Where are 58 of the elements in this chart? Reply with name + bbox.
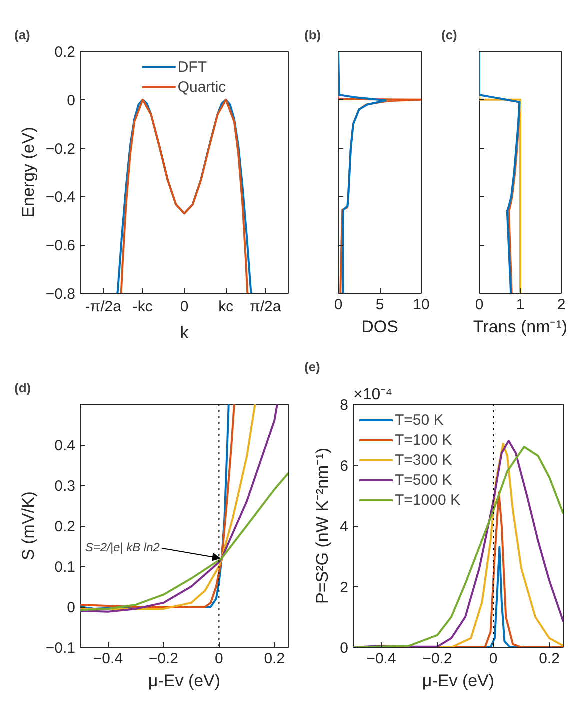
chart-title: (e) xyxy=(304,360,320,374)
x-axis-title: μ-Ev (eV) xyxy=(422,672,495,690)
chart-title: (b) xyxy=(304,28,322,42)
x-axis-title: μ-Ev (eV) xyxy=(148,672,221,690)
y-tick-label: 0.3 xyxy=(54,478,76,495)
x-tick-label: −0.4 xyxy=(366,650,396,668)
x-tick-label: −0.2 xyxy=(148,650,179,668)
y-tick-label: 0.2 xyxy=(54,518,76,536)
x-tick-label: 10 xyxy=(413,296,430,314)
y-tick-label: −0.1 xyxy=(46,640,76,657)
chart-title: (a) xyxy=(14,28,30,42)
chart-title: (d) xyxy=(14,380,32,396)
y-tick-label: 0 xyxy=(67,92,76,110)
x-axis-title: k xyxy=(180,324,190,342)
x-tick-label: 0.2 xyxy=(539,650,560,668)
y-axis-title: Energy (eV) xyxy=(18,127,38,218)
line-series xyxy=(80,472,288,612)
x-tick-label: 0 xyxy=(180,298,189,316)
y-tick-label: 4 xyxy=(340,518,348,536)
x-tick-label: 0 xyxy=(475,296,484,314)
legend-label: T=50 K xyxy=(395,412,444,428)
x-tick-label: −0.2 xyxy=(422,650,452,668)
annotation: S=2/|e| kB ln2 xyxy=(85,540,160,554)
y-tick-label: 0.4 xyxy=(54,438,76,454)
y-tick-label: −0.2 xyxy=(46,140,76,158)
y-axis-title: P=S²G (nW K⁻²nm⁻¹) xyxy=(313,448,332,604)
y-tick-label: 8 xyxy=(340,397,348,414)
legend-label: T=500 K xyxy=(395,472,452,488)
y-tick-label: 0.1 xyxy=(54,559,76,576)
y-tick-label: −0.6 xyxy=(46,238,76,255)
y-axis-title: S (mV/K) xyxy=(18,492,38,560)
legend-label: T=1000 K xyxy=(395,492,460,508)
x-tick-label: 0 xyxy=(489,650,498,668)
legend-label: Quartic xyxy=(178,78,226,96)
y-tick-label: 0.2 xyxy=(54,44,76,61)
text: ×10⁻⁴ xyxy=(354,386,393,404)
legend-label: T=100 K xyxy=(395,432,452,448)
x-axis-title: DOS xyxy=(362,318,398,336)
x-tick-label: 0.2 xyxy=(264,650,286,668)
y-tick-label: 6 xyxy=(340,458,348,475)
x-axis-title: Trans (nm⁻¹) xyxy=(473,318,568,336)
y-tick-label: 2 xyxy=(340,579,348,596)
x-tick-label: 1 xyxy=(516,296,525,314)
y-tick-label: 0 xyxy=(340,640,348,657)
y-tick-label: −0.8 xyxy=(46,286,76,303)
x-tick-label: −0.4 xyxy=(93,650,124,668)
y-tick-label: −0.4 xyxy=(46,189,76,206)
x-tick-label: 2 xyxy=(557,296,566,314)
x-tick-label: kc xyxy=(218,298,234,316)
x-tick-label: 5 xyxy=(376,296,384,314)
chart-title: (c) xyxy=(442,28,458,42)
legend-label: DFT xyxy=(178,58,207,76)
x-tick-label: -π/2a xyxy=(85,298,122,316)
y-tick-label: 0 xyxy=(67,600,76,616)
x-tick-label: 0 xyxy=(214,650,224,668)
legend-label: T=300 K xyxy=(395,452,452,468)
x-tick-label: π/2a xyxy=(250,298,282,316)
x-tick-label: -kc xyxy=(132,298,154,316)
